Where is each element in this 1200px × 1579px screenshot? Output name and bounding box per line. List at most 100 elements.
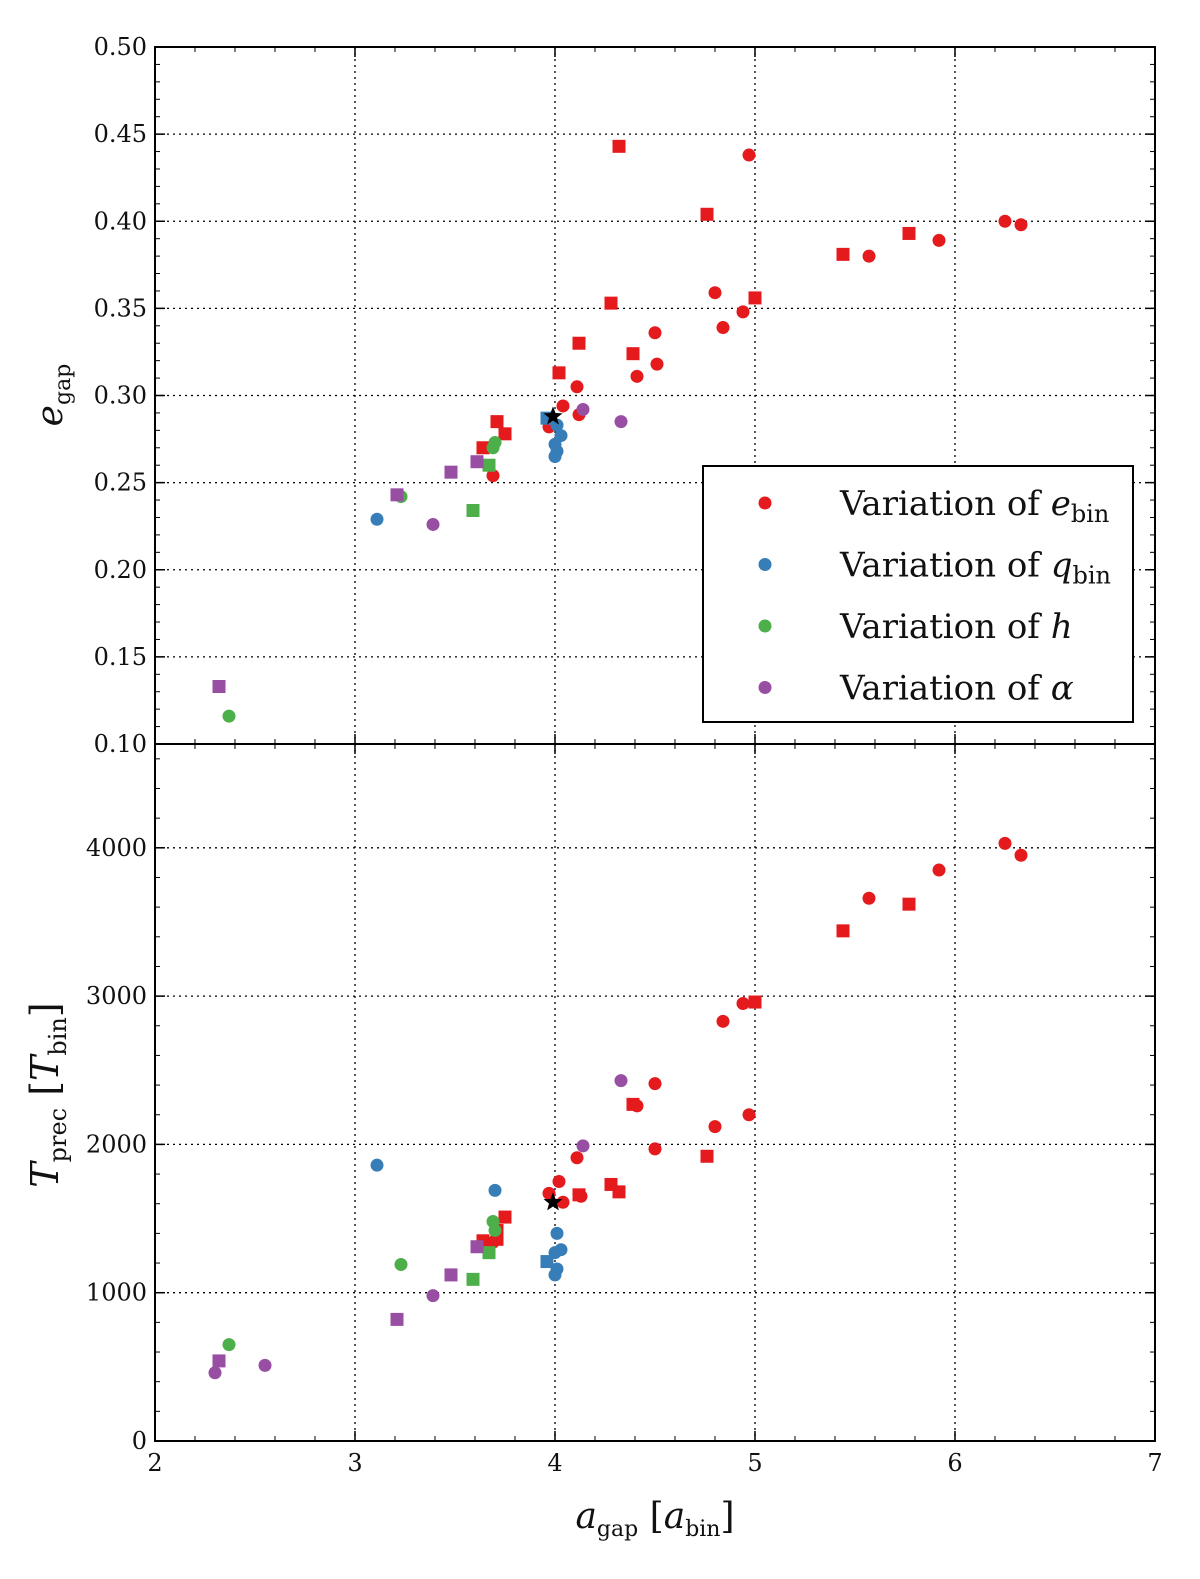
top-y-axis-label: egap [30, 364, 76, 427]
bottom-point-q_bin [548, 1268, 562, 1282]
top-point-fiducial-star [543, 406, 563, 425]
bottom-point-h [394, 1258, 408, 1272]
top-panel: 0.10 0.15 0.20 0.25 0.30 0.35 0.40 0.45 0.50 [94, 33, 1156, 758]
bottom-x-tick-label: 3 [347, 1449, 362, 1477]
top-point-e_bin [716, 321, 730, 335]
top-point-e_bin [626, 347, 640, 361]
top-y-tick-label: 0.40 [94, 207, 147, 235]
top-point-e_bin [836, 247, 850, 261]
top-point-e_bin [902, 226, 916, 240]
x-axis-label-bracket-open: [ [638, 1496, 664, 1537]
bottom-point-q_bin [550, 1226, 564, 1240]
bottom-y-tick-label: 3000 [86, 982, 147, 1010]
legend-label: Variation of ebin [839, 484, 1109, 528]
x-axis-label-bracket-sub: bin [685, 1517, 720, 1542]
bottom-point-q_bin [370, 1158, 384, 1172]
bottom-point-h [488, 1223, 502, 1237]
top-y-axis-label-sub: gap [51, 364, 76, 405]
bottom-point-e_bin [742, 1108, 756, 1122]
x-axis-label: agap [abin] [575, 1496, 734, 1542]
top-point-e_bin [650, 357, 664, 371]
top-point-h [482, 458, 496, 472]
x-axis-label-bracket-main: a [664, 1496, 685, 1537]
bottom-point-e_bin [648, 1142, 662, 1156]
bottom-point-alpha [426, 1289, 440, 1303]
top-y-tick-label: 0.35 [94, 294, 147, 322]
bottom-point-e_bin [700, 1149, 714, 1163]
bottom-point-h [482, 1246, 496, 1260]
bottom-point-alpha [258, 1358, 272, 1372]
top-y-tick-label: 0.20 [94, 556, 147, 584]
top-point-e_bin [708, 286, 722, 300]
top-point-q_bin [370, 512, 384, 526]
top-point-q_bin [548, 449, 562, 463]
bottom-panel: 0 1000 2000 3000 4000 2 3 4 5 6 7 [86, 743, 1163, 1477]
x-axis-label-bracket-close: ] [720, 1496, 734, 1537]
bottom-point-e_bin [630, 1099, 644, 1113]
bottom-point-e_bin [736, 997, 750, 1011]
bottom-point-alpha [470, 1240, 484, 1254]
bottom-point-alpha [208, 1366, 222, 1380]
bottom-point-alpha [444, 1268, 458, 1282]
top-y-tick-label: 0.15 [94, 643, 147, 671]
bottom-y-axis-label-bracket-close: ] [23, 1002, 67, 1017]
legend-label-symbol: e [1051, 484, 1071, 524]
top-point-e_bin [556, 399, 570, 413]
top-point-alpha [390, 488, 404, 502]
bottom-point-e_bin [556, 1195, 570, 1209]
bottom-point-e_bin [612, 1185, 626, 1199]
top-y-tick-label: 0.25 [94, 469, 147, 497]
bottom-x-tick-label: 6 [947, 1449, 962, 1477]
legend-marker [758, 619, 772, 633]
bottom-y-tick-label: 1000 [86, 1279, 147, 1307]
top-point-e_bin [998, 214, 1012, 228]
bottom-point-e_bin [836, 924, 850, 938]
legend-marker [758, 558, 772, 571]
bottom-point-e_bin [902, 897, 916, 911]
top-point-e_bin [700, 207, 714, 221]
bottom-point-e_bin [498, 1210, 512, 1224]
top-point-e_bin [1014, 218, 1028, 232]
top-point-e_bin [648, 326, 662, 340]
top-point-e_bin [604, 296, 618, 310]
bottom-x-tick-label: 4 [547, 1449, 562, 1477]
top-point-h [222, 709, 236, 723]
bottom-point-alpha [576, 1139, 590, 1153]
top-point-e_bin [736, 305, 750, 319]
top-y-tick-label: 0.50 [94, 33, 147, 61]
top-point-alpha [470, 455, 484, 469]
bottom-point-q_bin [540, 1255, 554, 1269]
bottom-point-q_bin [488, 1183, 502, 1197]
top-point-e_bin [742, 148, 756, 162]
x-axis-label-main: a [575, 1496, 596, 1537]
top-point-e_bin [498, 427, 512, 441]
top-point-e_bin [932, 233, 946, 247]
bottom-point-e_bin [574, 1189, 588, 1203]
top-point-alpha [614, 415, 628, 429]
bottom-x-tick-label: 7 [1147, 1449, 1162, 1477]
top-y-axis-label-main: e [30, 405, 71, 426]
bottom-point-alpha [614, 1074, 628, 1088]
legend-label: Variation of α [839, 669, 1074, 709]
bottom-point-e_bin [716, 1014, 730, 1028]
top-point-e_bin [570, 380, 584, 394]
legend-label-text: Variation of [839, 484, 1051, 524]
bottom-axes-frame [154, 743, 1156, 1442]
legend-label-symbol: α [1051, 669, 1074, 709]
bottom-y-axis-label-bracket-sub: bin [44, 1017, 72, 1056]
top-y-tick-label: 0.10 [94, 730, 147, 758]
bottom-y-tick-label: 2000 [86, 1130, 147, 1158]
bottom-y-tick-label: 0 [132, 1427, 147, 1455]
top-point-e_bin [748, 291, 762, 305]
bottom-x-tick-label: 2 [147, 1449, 162, 1477]
bottom-point-e_bin [998, 836, 1012, 850]
legend-label: Variation of qbin [839, 546, 1111, 590]
legend-marker [758, 681, 772, 694]
bottom-point-h [466, 1272, 480, 1286]
bottom-y-axis-label-main: T [23, 1160, 67, 1188]
bottom-point-e_bin [862, 891, 876, 905]
x-axis-label-sub: gap [597, 1517, 638, 1542]
legend-label-symbol: q [1051, 546, 1073, 586]
bottom-point-alpha [212, 1354, 226, 1368]
